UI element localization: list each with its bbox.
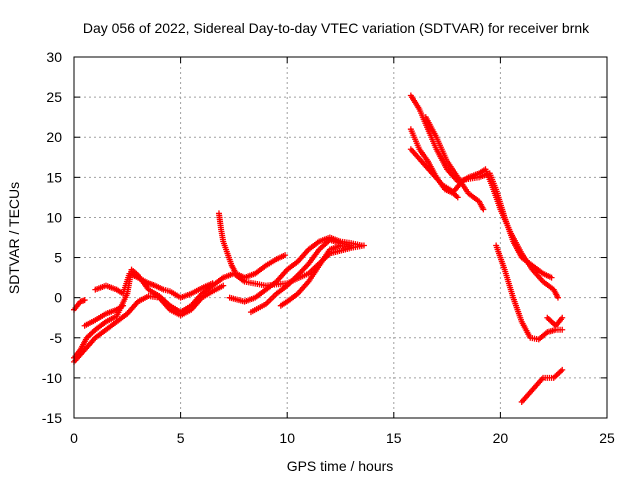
data-point (454, 194, 461, 201)
x-axis-title: GPS time / hours (287, 458, 394, 474)
series-track-6 (215, 210, 289, 281)
data-point (554, 294, 561, 301)
series-track-1 (71, 297, 88, 313)
data-series (71, 92, 566, 405)
x-tick-label: 15 (386, 430, 402, 446)
y-tick-label: 25 (46, 89, 62, 105)
series-track-13 (407, 146, 561, 301)
y-tick-label: 30 (46, 49, 62, 65)
series-track-4 (81, 302, 127, 329)
y-tick-label: -15 (42, 410, 62, 426)
y-tick-label: -5 (50, 330, 63, 346)
data-point (358, 242, 365, 249)
y-tick-label: 10 (46, 209, 62, 225)
series-track-16 (518, 366, 566, 405)
data-point (81, 297, 88, 304)
series-track-15 (544, 314, 566, 329)
series-track-9 (277, 242, 355, 309)
data-point (220, 282, 227, 289)
tick-labels: 0 5 10 15 20 25 -15 -10 -5 0 5 10 15 20 25 30 (42, 49, 615, 446)
x-tick-label: 0 (70, 430, 78, 446)
plot-frame (73, 56, 608, 419)
chart-title: Day 056 of 2022, Sidereal Day-to-day VTE… (83, 20, 590, 36)
y-tick-label: 5 (54, 250, 62, 266)
x-tick-label: 10 (279, 430, 295, 446)
series-track-5 (92, 270, 216, 301)
data-point (209, 280, 216, 287)
data-point (559, 326, 566, 333)
x-tick-label: 25 (599, 430, 615, 446)
series-track-7 (226, 234, 365, 305)
data-point (548, 274, 555, 281)
x-tick-label: 5 (177, 430, 185, 446)
data-point (559, 366, 566, 373)
x-tick-label: 20 (493, 430, 509, 446)
data-point (480, 206, 487, 213)
y-axis-title: SDTVAR / TECUs (6, 182, 22, 294)
data-point (559, 314, 566, 321)
series-track-2 (71, 242, 367, 361)
series-track-3 (71, 282, 227, 365)
y-tick-label: -10 (42, 370, 62, 386)
data-point (282, 252, 289, 259)
grid (74, 57, 607, 418)
y-tick-label: 0 (54, 290, 62, 306)
series-track-8 (247, 236, 355, 316)
series-track-12 (422, 114, 487, 213)
y-tick-label: 20 (46, 129, 62, 145)
data-point (348, 244, 355, 251)
axis-ticks (73, 56, 608, 419)
y-tick-label: 15 (46, 169, 62, 185)
series-track-14 (493, 242, 566, 343)
data-point (120, 302, 127, 309)
